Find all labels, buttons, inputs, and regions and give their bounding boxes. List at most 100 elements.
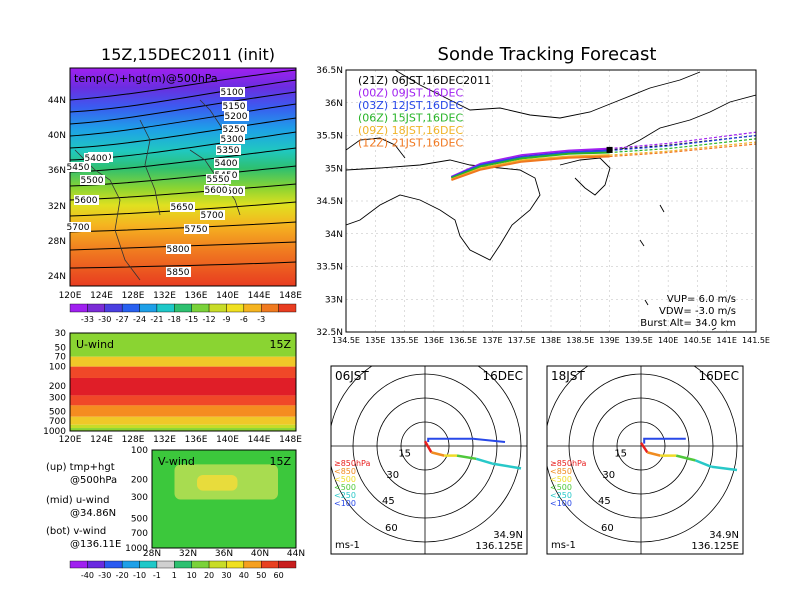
uwind-xtick-5: 140E (216, 435, 239, 445)
vwind-colorbar-tick-0: -40 (81, 571, 94, 580)
pressure-legend-3: <500 (550, 483, 572, 492)
svg-text:5400: 5400 (215, 159, 238, 169)
colorbar-swatch-2 (104, 303, 123, 313)
uwind-band-0 (70, 333, 296, 357)
note-bot-1: (bot) v-wind (46, 526, 106, 537)
vwind-colorbar-tick-10: 50 (256, 571, 266, 580)
track-lat-tick-3: 35N (325, 164, 343, 174)
track-lon-tick-4: 136.5E (449, 336, 477, 345)
colorbar-tick-0: -33 (81, 315, 94, 324)
vup-text: VUP= 6.0 m/s (667, 294, 736, 305)
pressure-legend-5: <100 (550, 499, 572, 508)
svg-text:5600: 5600 (75, 196, 98, 206)
note-mid-1: (mid) u-wind (46, 495, 109, 506)
hodograph-seg-6 (491, 462, 522, 470)
track-ext-3 (609, 138, 756, 154)
uwind-xtick-7: 148E (279, 435, 302, 445)
note-bot-2: @136.11E (70, 539, 121, 550)
track-line-2 (451, 149, 610, 179)
uwind-ytick-0: 30 (55, 329, 67, 339)
temp-height-label: temp(C)+hgt(m)@500hPa (74, 72, 218, 85)
vwind-ytick-1: 200 (131, 476, 148, 486)
colorbar-tick-5: -18 (168, 315, 181, 324)
vwind-colorbar-swatch-1 (87, 560, 105, 569)
lon-tick-1: 124E (90, 291, 113, 301)
uwind-band-7 (70, 424, 296, 429)
colorbar-tick-1: -30 (98, 315, 111, 324)
colorbar-swatch-7 (191, 303, 210, 313)
track-ext-4 (609, 141, 756, 156)
uwind-ytick-8: 1000 (43, 427, 66, 437)
colorbar-swatch-1 (87, 303, 105, 313)
lat-tick-0: 44N (48, 96, 66, 106)
svg-text:5300: 5300 (221, 135, 244, 145)
vwind-ytick-3: 500 (131, 514, 148, 524)
left-title: 15Z,15DEC2011 (init) (101, 45, 275, 64)
contour-labels: 5100515052005250530053505400545055005550… (66, 87, 249, 278)
vwind-ytick-4: 700 (131, 529, 148, 539)
pressure-legend-2: <500 (550, 475, 572, 484)
track-legend-item-5: (12Z) 21JST,16DEC (358, 137, 463, 150)
burst-marker (606, 146, 613, 153)
track-legend-item-3: (06Z) 15JST,16DEC (358, 112, 463, 125)
track-line-3 (451, 151, 610, 180)
uwind-ytick-4: 200 (49, 382, 66, 392)
pressure-legend-0: ≥850hPa (334, 459, 371, 468)
colorbar-tick-2: -27 (116, 315, 129, 324)
ring-label-0: 15 (614, 448, 627, 459)
track-ext-1 (609, 131, 756, 150)
contour-label-15: 5850 (166, 267, 191, 278)
temp-height-map: temp(C)+hgt(m)@500hPa 510051505200525053… (48, 67, 302, 301)
lon-tick-6: 144E (248, 291, 271, 301)
svg-text:5100: 5100 (221, 88, 244, 98)
vwind-colorbar-tick-7: 20 (204, 571, 214, 580)
lon-tick-2: 128E (122, 291, 145, 301)
contour-label-3: 5250 (222, 124, 247, 135)
uwind-ytick-5: 300 (49, 393, 66, 403)
vwind-xtick-0: 28N (143, 549, 161, 559)
contour-label-0: 5100 (220, 87, 245, 98)
contour-label-9: 5550 (206, 174, 231, 185)
svg-text:5550: 5550 (207, 175, 230, 185)
hodograph-seg-4 (456, 454, 477, 461)
coastline (346, 70, 756, 331)
hodograph-seg-5 (694, 459, 712, 468)
ring-label-2: 45 (598, 496, 611, 507)
svg-text:5350: 5350 (217, 146, 240, 156)
uwind-xtick-3: 132E (153, 435, 176, 445)
track-legend-item-4: (09Z) 18JST,16DEC (358, 124, 463, 137)
lon-tick-7: 148E (279, 291, 302, 301)
uwind-band-3 (70, 377, 296, 396)
track-lon-tick-9: 139E (599, 336, 619, 345)
colorbar-swatch-4 (139, 303, 158, 313)
ring-label-2: 45 (382, 496, 395, 507)
uwind-band-4 (70, 395, 296, 406)
vwind-colorbar-tick-3: -10 (133, 571, 146, 580)
colorbar-tick-6: -15 (185, 315, 198, 324)
polar-time: 18JST (551, 369, 585, 383)
svg-text:5850: 5850 (167, 268, 190, 278)
colorbar-tick-10: -3 (257, 315, 265, 324)
track-lon-tick-7: 138E (541, 336, 561, 345)
vwind-colorbar-tick-9: 40 (239, 571, 249, 580)
uwind-band-2 (70, 366, 296, 378)
track-lon-tick-8: 138.5E (566, 336, 594, 345)
vwind-xtick-1: 32N (179, 549, 197, 559)
colorbar-swatch-8 (208, 303, 227, 313)
lat-ticks: 44N 40N 36N 32N 28N 24N (48, 96, 66, 282)
contour-label-19: 5500 (80, 175, 105, 186)
polar-lon: 136.125E (475, 541, 523, 552)
polar-right: 18JST 16DEC15304560≥850hPa<850<500<500<25… (546, 365, 744, 555)
burst-text: Burst Alt= 34.0 km (640, 318, 736, 329)
lon-tick-4: 136E (185, 291, 208, 301)
vwind-xtick-3: 40N (251, 549, 269, 559)
track-lat-tick-2: 35.5N (316, 132, 343, 142)
contour-label-10: 5600 (204, 185, 229, 196)
colorbar-tick-7: -12 (203, 315, 216, 324)
uwind-ytick-3: 100 (49, 363, 66, 373)
uwind-xtick-4: 136E (185, 435, 208, 445)
vwind-colorbar-tick-1: -30 (98, 571, 111, 580)
vwind-time: 15Z (269, 455, 291, 468)
track-lat-tick-8: 32.5N (316, 328, 343, 338)
vwind-colorbar-swatch-10 (243, 560, 262, 569)
